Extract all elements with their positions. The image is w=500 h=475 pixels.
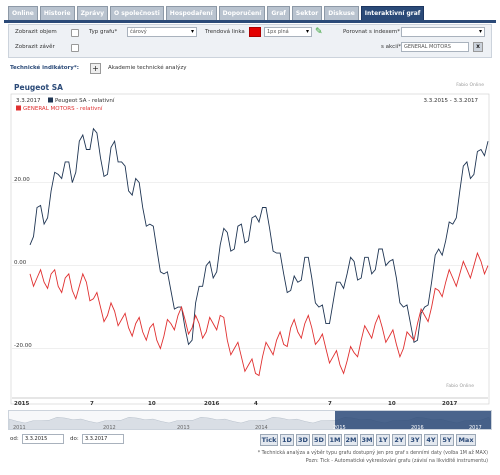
- controls-panel: Zobrazit objem Zobrazit závěr Typ grafu*…: [8, 24, 492, 58]
- x-tick-label-0: 2015: [14, 401, 29, 407]
- tab-5[interactable]: Doporučení: [218, 6, 266, 20]
- x-tick-label-1: 7: [90, 401, 94, 407]
- note-tick: Pozn: Tick - Automatické vykreslování gr…: [305, 459, 488, 464]
- tab-1[interactable]: Historie: [39, 6, 75, 20]
- navigator-graph[interactable]: 2011 2012 2013 2014 2015 2016 2017: [9, 411, 492, 430]
- indicators-label: Technické indikátory*:: [10, 65, 79, 71]
- navigator-year-4: 2015: [333, 425, 346, 430]
- zoom-button-3y[interactable]: 3Y: [408, 434, 422, 446]
- legend-range: 3.3.2015 - 3.3.2017: [424, 98, 479, 104]
- tab-4[interactable]: Hospodaření: [165, 6, 217, 20]
- indicators-row: Technické indikátory*: + Akademie techni…: [8, 60, 492, 78]
- trend-color-swatch[interactable]: [249, 27, 261, 37]
- tab-8[interactable]: Diskuse: [324, 6, 359, 20]
- chevron-down-icon: ▾: [305, 28, 309, 35]
- tab-3[interactable]: O společnosti: [110, 6, 164, 20]
- y-tick-label-1: 0.00: [14, 260, 27, 266]
- chart-area: Peugeot SA Fabio Online 3.3.2017 3.3.2015…: [8, 80, 492, 410]
- legend-date: 3.3.2017: [16, 98, 41, 104]
- legend-label-0: Peugeot SA - relativní: [55, 97, 115, 104]
- range-navigator[interactable]: 2011 2012 2013 2014 2015 2016 2017: [8, 410, 492, 430]
- navigator-selection[interactable]: [335, 411, 491, 430]
- navigator-year-2: 2013: [177, 425, 190, 430]
- zoom-button-3m[interactable]: 3M: [360, 434, 374, 446]
- pencil-icon[interactable]: ✎: [315, 27, 323, 37]
- remove-compare-button[interactable]: x: [473, 42, 483, 52]
- zoom-button-4y[interactable]: 4Y: [424, 434, 438, 446]
- chart-type-select[interactable]: čárový ▾: [127, 27, 197, 37]
- navigator-year-0: 2011: [13, 425, 26, 430]
- to-label: do:: [70, 436, 79, 442]
- zoom-button-1d[interactable]: 1D: [280, 434, 294, 446]
- chart-type-value: čárový: [130, 29, 147, 35]
- x-tick-label-2: 10: [148, 401, 156, 407]
- trend-style-select[interactable]: 1px plná ▾: [264, 27, 312, 37]
- add-indicator-button[interactable]: +: [90, 63, 101, 74]
- navigator-year-6: 2017: [469, 425, 482, 430]
- zoom-button-tick[interactable]: Tick: [260, 434, 278, 446]
- trend-style-value: 1px plná: [267, 29, 289, 35]
- legend-label-1: GENERAL MOTORS - relativní: [23, 105, 103, 112]
- show-close-checkbox[interactable]: [71, 44, 79, 52]
- from-date-input[interactable]: 3.3.2015: [22, 434, 64, 444]
- zoom-button-1m[interactable]: 1M: [328, 434, 342, 446]
- compare-stock-label: s akcií*: [381, 44, 401, 50]
- zoom-button-3d[interactable]: 3D: [296, 434, 310, 446]
- chevron-down-icon: ▾: [190, 28, 194, 35]
- series-line-0: [29, 127, 489, 346]
- navigator-year-5: 2016: [411, 425, 424, 430]
- compare-stock-input[interactable]: GENERAL MOTORS: [401, 42, 469, 52]
- zoom-button-5d[interactable]: 5D: [312, 434, 326, 446]
- chart-title: Peugeot SA: [14, 83, 63, 92]
- x-tick-label-5: 7: [328, 401, 332, 407]
- navigator-year-1: 2012: [103, 425, 116, 430]
- x-tick-label-4: 4: [254, 401, 258, 407]
- zoom-button-max[interactable]: Max: [456, 434, 476, 446]
- y-tick-label-0: 20.00: [14, 177, 30, 183]
- navigator-year-3: 2014: [255, 425, 268, 430]
- tab-bar: Online Historie Zprávy O společnosti Hospoda…: [8, 6, 425, 20]
- x-tick-label-7: 2017: [442, 401, 457, 407]
- from-label: od:: [10, 436, 19, 442]
- show-volume-label: Zobrazit objem: [15, 29, 57, 35]
- zoom-button-5y[interactable]: 5Y: [440, 434, 454, 446]
- legend-swatch-0: [48, 97, 53, 103]
- bottom-bar: od: 3.3.2015 do: 3.3.2017 Tick 1D 3D 5D 1M 2M…: [8, 432, 492, 472]
- y-tick-label-2: -20.00: [14, 343, 32, 349]
- series-line-1: [29, 251, 489, 377]
- show-close-label: Zobrazit závěr: [15, 44, 55, 50]
- to-date-input[interactable]: 3.3.2017: [82, 434, 124, 444]
- watermark-bottom: Fabio Online: [446, 384, 474, 389]
- tab-7[interactable]: Sektor: [291, 6, 323, 20]
- chevron-down-icon: ▾: [478, 28, 482, 35]
- zoom-button-1y[interactable]: 1Y: [376, 434, 390, 446]
- zoom-button-2y[interactable]: 2Y: [392, 434, 406, 446]
- compare-index-label: Porovnat s indexem*: [343, 29, 400, 35]
- compare-index-select[interactable]: ▾: [401, 27, 485, 37]
- chart-type-label: Typ grafu*: [89, 29, 118, 35]
- show-volume-checkbox[interactable]: [71, 29, 79, 37]
- watermark-top: Fabio Online: [456, 83, 484, 88]
- line-chart[interactable]: 3.3.2017 3.3.2015 - 3.3.2017 Peugeot SA - …: [8, 80, 492, 410]
- academy-link[interactable]: Akademie technické analýzy: [108, 65, 187, 71]
- tab-underline: [4, 20, 496, 23]
- tab-0[interactable]: Online: [8, 6, 38, 20]
- compare-stock-value: GENERAL MOTORS: [404, 44, 451, 50]
- tab-9[interactable]: Interaktivní graf: [360, 6, 425, 20]
- trend-line-label: Trendová linka: [205, 29, 245, 35]
- tab-2[interactable]: Zprávy: [76, 6, 109, 20]
- x-tick-label-6: 10: [388, 401, 396, 407]
- tab-6[interactable]: Graf: [267, 6, 290, 20]
- x-tick-label-3: 2016: [204, 401, 219, 407]
- zoom-button-2m[interactable]: 2M: [344, 434, 358, 446]
- legend-swatch-1: [16, 105, 21, 111]
- plot-frame: [10, 93, 490, 405]
- note-technical: * Technická analýza a výběr typu grafu d…: [257, 451, 488, 456]
